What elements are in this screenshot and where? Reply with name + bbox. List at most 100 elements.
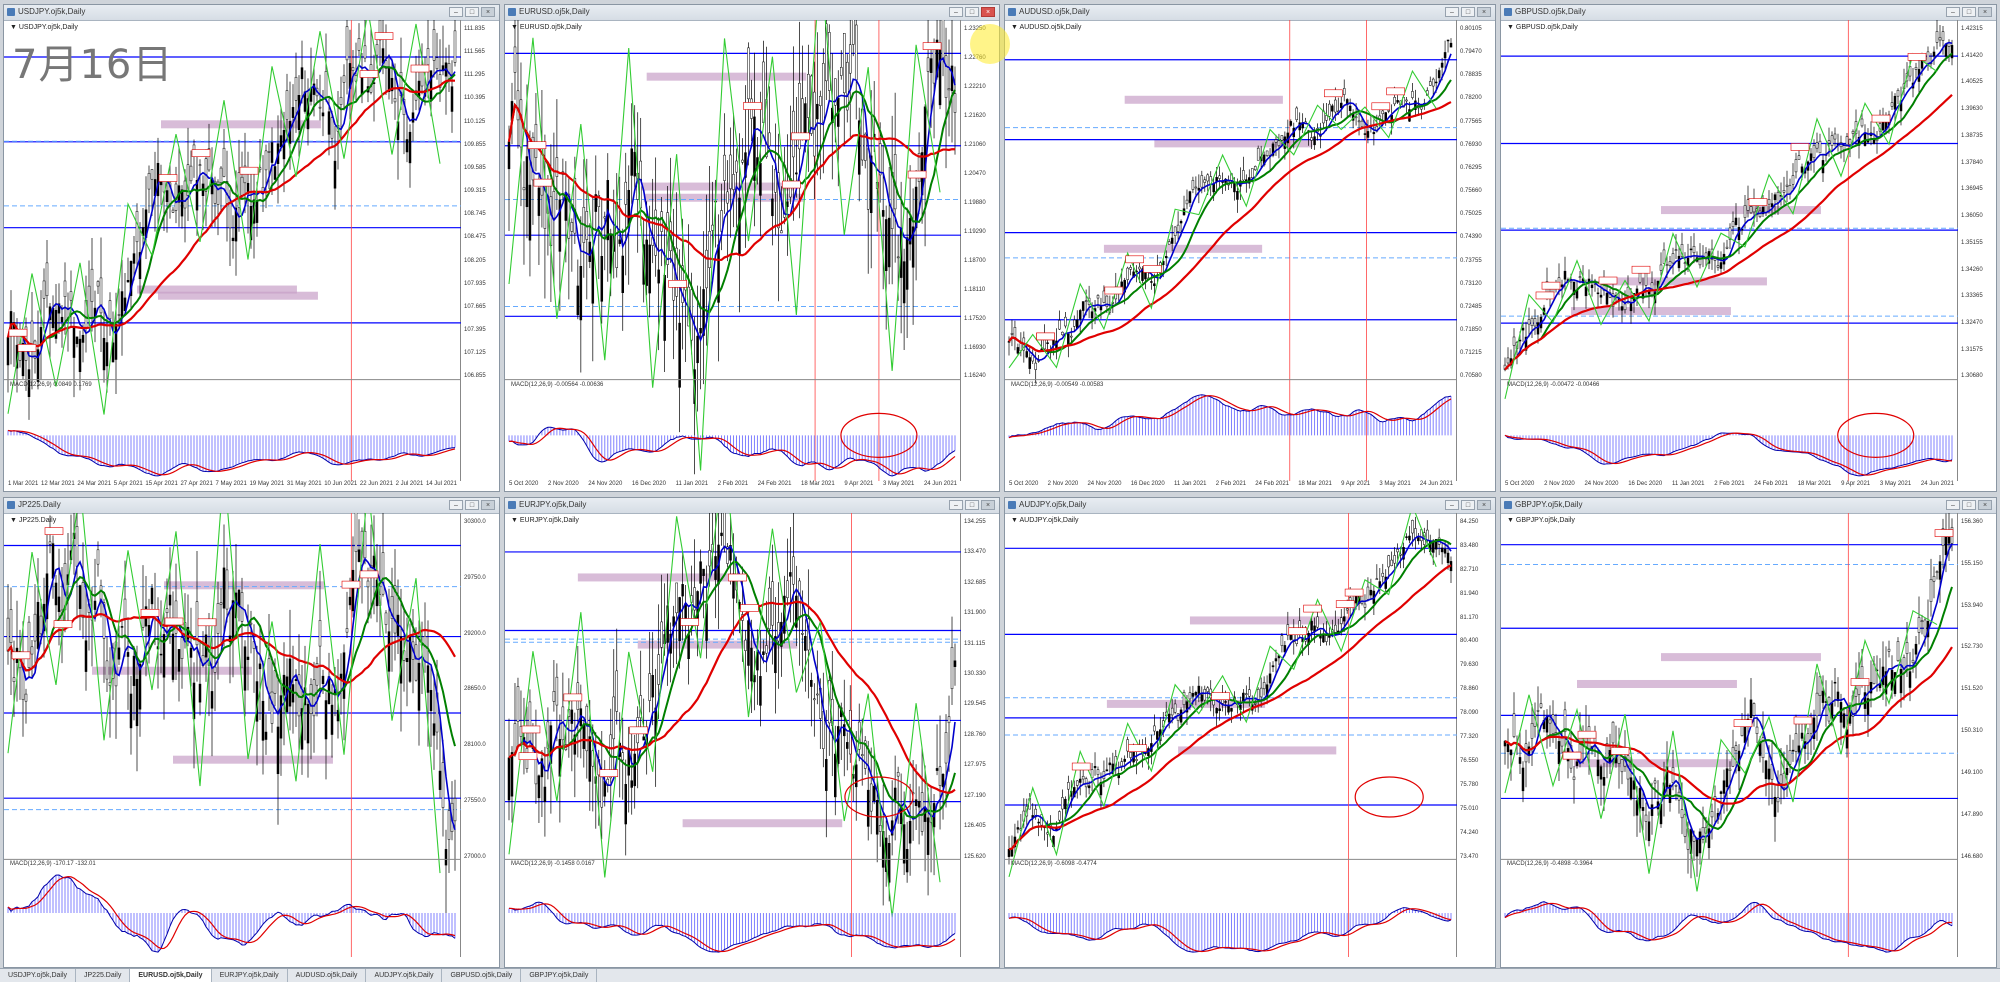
minimize-button[interactable]: – [949, 7, 963, 17]
candle-body [845, 742, 849, 749]
price-chart[interactable] [1501, 513, 1958, 957]
slow-moving-average [1008, 564, 1452, 851]
candle-body [1058, 811, 1061, 821]
candle-body [54, 309, 58, 339]
window-titlebar[interactable]: JP225.Daily – □ × [4, 498, 499, 514]
candle-body [1551, 714, 1555, 734]
candle-body [1590, 284, 1594, 289]
price-tick-label: 150.310 [1961, 728, 1983, 735]
close-button[interactable]: × [981, 500, 995, 510]
macd-indicator-label: MACD(12,26,9) -0.1458 0.0167 [511, 861, 595, 868]
chart-window-2[interactable]: EURUSD.oj5k,Daily–□×1.232501.227601.2221… [504, 4, 1000, 492]
chart-window-8[interactable]: GBPJPY.oj5k,Daily – □ × 156.360 155.150 153.94… [1500, 497, 1997, 968]
minimize-button[interactable]: – [1445, 500, 1459, 510]
macd-signal-line [7, 429, 456, 476]
chart-window-7[interactable]: AUDJPY.oj5k,Daily – □ × 84.250 83.480 82.710 81… [1004, 497, 1496, 968]
candle-body [1869, 681, 1873, 694]
candle-body [300, 67, 304, 80]
minimize-button[interactable]: – [1445, 7, 1459, 17]
macd-signal-line [7, 876, 456, 950]
chart-tab[interactable]: AUDUSD.oj5k,Daily [288, 969, 367, 982]
chart-tab[interactable]: GBPUSD.oj5k,Daily [442, 969, 522, 982]
close-button[interactable]: × [1477, 500, 1491, 510]
maximize-button[interactable]: □ [465, 500, 479, 510]
candle-body [423, 636, 427, 662]
candle-body [84, 640, 88, 672]
candle-body [908, 218, 912, 245]
window-titlebar[interactable]: AUDUSD.oj5k,Daily – □ × [1005, 5, 1495, 21]
price-chart[interactable] [1005, 20, 1457, 481]
candle-body [438, 74, 442, 88]
candle-body [1126, 267, 1129, 280]
chart-window-6[interactable]: EURJPY.oj5k,Daily – □ × 134.255 133.470 132.68… [504, 497, 1000, 968]
minimize-button[interactable]: – [449, 7, 463, 17]
window-titlebar[interactable]: GBPJPY.oj5k,Daily – □ × [1501, 498, 1996, 514]
maximize-button[interactable]: □ [965, 500, 979, 510]
candle-body [1650, 804, 1654, 816]
chart-tab[interactable]: USDJPY.oj5k,Daily [0, 969, 77, 982]
chart-tab[interactable]: JP225.Daily [76, 969, 131, 982]
window-titlebar[interactable]: EURUSD.oj5k,Daily – □ × [505, 5, 999, 21]
date-tick-label: 5 Oct 2020 [1009, 481, 1039, 487]
close-button[interactable]: × [481, 7, 495, 17]
maximize-button[interactable]: □ [465, 7, 479, 17]
close-button[interactable]: × [1978, 500, 1992, 510]
candle-body [249, 622, 253, 625]
price-annotation-box [191, 149, 211, 157]
minimize-button[interactable]: – [949, 500, 963, 510]
candle-body [615, 670, 619, 712]
maximize-button[interactable]: □ [965, 7, 979, 17]
maximize-button[interactable]: □ [1461, 500, 1475, 510]
close-button[interactable]: × [981, 7, 995, 17]
candle-body [1905, 642, 1909, 654]
price-chart[interactable] [1501, 20, 1958, 481]
candle-body [699, 327, 702, 334]
candle-body [1764, 760, 1768, 780]
close-button[interactable]: × [481, 500, 495, 510]
candle-body [1782, 190, 1786, 193]
minimize-button[interactable]: – [1946, 500, 1960, 510]
chart-window-5[interactable]: JP225.Daily – □ × 30300.0 29750.0 29200.0 28650… [3, 497, 500, 968]
close-button[interactable]: × [1477, 7, 1491, 17]
highlight-circle [1354, 776, 1424, 818]
candle-body [941, 774, 945, 788]
candle-body [1578, 276, 1582, 278]
candle-body [411, 112, 415, 123]
chart-window-4[interactable]: GBPUSD.oj5k,Daily – □ × 1.42315 1.41420 1.4052… [1500, 4, 1997, 492]
candle-body [1236, 190, 1239, 200]
chart-tab[interactable]: EURJPY.oj5k,Daily [212, 969, 288, 982]
maximize-button[interactable]: □ [1962, 7, 1976, 17]
price-tick-label: 29200.0 [464, 630, 486, 637]
candle-body [1620, 759, 1624, 773]
chart-tab[interactable]: EURUSD.oj5k,Daily [130, 969, 212, 982]
window-titlebar[interactable]: EURJPY.oj5k,Daily – □ × [505, 498, 999, 514]
candle-body [159, 653, 163, 656]
minimize-button[interactable]: – [449, 500, 463, 510]
price-chart[interactable] [4, 513, 461, 957]
candle-body [654, 209, 657, 256]
maximize-button[interactable]: □ [1461, 7, 1475, 17]
mid-moving-average [7, 65, 456, 348]
date-tick-label: 24 Feb 2021 [1754, 481, 1788, 487]
close-button[interactable]: × [1978, 7, 1992, 17]
price-tick-label: 1.34260 [1961, 266, 1983, 273]
candle-body [63, 280, 67, 297]
price-chart[interactable] [505, 513, 961, 957]
minimize-button[interactable]: – [1946, 7, 1960, 17]
candle-body [513, 46, 517, 73]
price-axis: 111.835 111.565 111.295 110.395 110.125 109.8… [460, 20, 499, 481]
price-chart[interactable] [505, 20, 961, 481]
price-chart[interactable] [4, 20, 461, 481]
price-chart[interactable] [1005, 513, 1457, 957]
window-titlebar[interactable]: USDJPY.oj5k,Daily – □ × [4, 5, 499, 21]
window-titlebar[interactable]: AUDJPY.oj5k,Daily – □ × [1005, 498, 1495, 514]
candle-body [387, 66, 391, 92]
chart-window-3[interactable]: AUDUSD.oj5k,Daily – □ × 0.80105 0.79470 0.7883… [1004, 4, 1496, 492]
candle-body [78, 338, 82, 373]
chart-tab[interactable]: GBPJPY.oj5k,Daily [521, 969, 598, 982]
chart-tab[interactable]: AUDJPY.oj5k,Daily [366, 969, 443, 982]
candle-body [1233, 182, 1236, 193]
maximize-button[interactable]: □ [1962, 500, 1976, 510]
window-titlebar[interactable]: GBPUSD.oj5k,Daily – □ × [1501, 5, 1996, 21]
chart-window-1[interactable]: USDJPY.oj5k,Daily – □ × 111.835 111.565 111.29… [3, 4, 500, 492]
